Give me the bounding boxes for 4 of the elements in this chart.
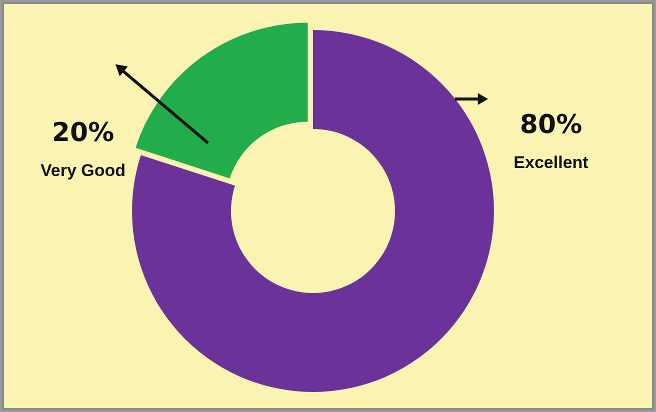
data-label: 20% <box>52 118 114 148</box>
slice-label: Very Good <box>40 161 126 180</box>
slice-label: Excellent <box>514 153 589 172</box>
data-label: 80% <box>520 110 582 140</box>
